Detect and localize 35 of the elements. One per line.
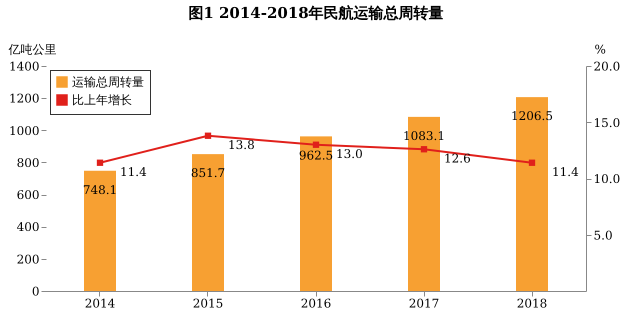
bar bbox=[84, 170, 116, 291]
y-tick-label: 800 bbox=[16, 156, 40, 170]
point bbox=[96, 160, 104, 166]
x-tick-label: 2015 bbox=[192, 296, 224, 310]
y-tick-label: 0 bbox=[32, 284, 40, 298]
data-label: 13.0 bbox=[336, 146, 363, 161]
chart-title: 图1 2014-2018年民航运输总周转量 bbox=[188, 4, 444, 22]
y-tick-label: 1400 bbox=[8, 60, 40, 74]
y2-axis-title: % bbox=[594, 42, 606, 56]
y2-tick-label: 5.0 bbox=[594, 228, 613, 242]
bar bbox=[192, 154, 224, 291]
legend-label: 运输总周转量 bbox=[72, 75, 144, 89]
legend-label: 比上年增长 bbox=[72, 93, 132, 107]
y2-tick-label: 10.0 bbox=[594, 172, 620, 186]
point bbox=[420, 146, 428, 152]
x-tick-label: 2018 bbox=[516, 296, 548, 310]
x-tick-label: 2016 bbox=[300, 296, 332, 310]
y-tick-label: 1200 bbox=[8, 92, 40, 106]
bar bbox=[300, 136, 332, 291]
data-label: 11.4 bbox=[120, 164, 148, 179]
point bbox=[528, 160, 536, 166]
data-label: 11.4 bbox=[552, 164, 580, 179]
y-tick-label: 600 bbox=[16, 188, 40, 202]
data-label: 13.8 bbox=[228, 138, 255, 152]
y-tick-label: 200 bbox=[16, 252, 40, 266]
y-tick-label: 400 bbox=[16, 220, 40, 234]
y-tick-label: 1000 bbox=[8, 124, 40, 138]
data-label: 12.6 bbox=[444, 151, 471, 166]
y2-tick-label: 20.0 bbox=[594, 60, 620, 74]
x-tick-label: 2017 bbox=[408, 296, 440, 310]
y-axis-title: 亿吨公里 bbox=[8, 42, 56, 56]
y2-tick-label: 15.0 bbox=[594, 116, 620, 130]
point bbox=[312, 142, 320, 148]
point bbox=[204, 132, 212, 139]
x-tick-label: 2014 bbox=[84, 296, 116, 310]
